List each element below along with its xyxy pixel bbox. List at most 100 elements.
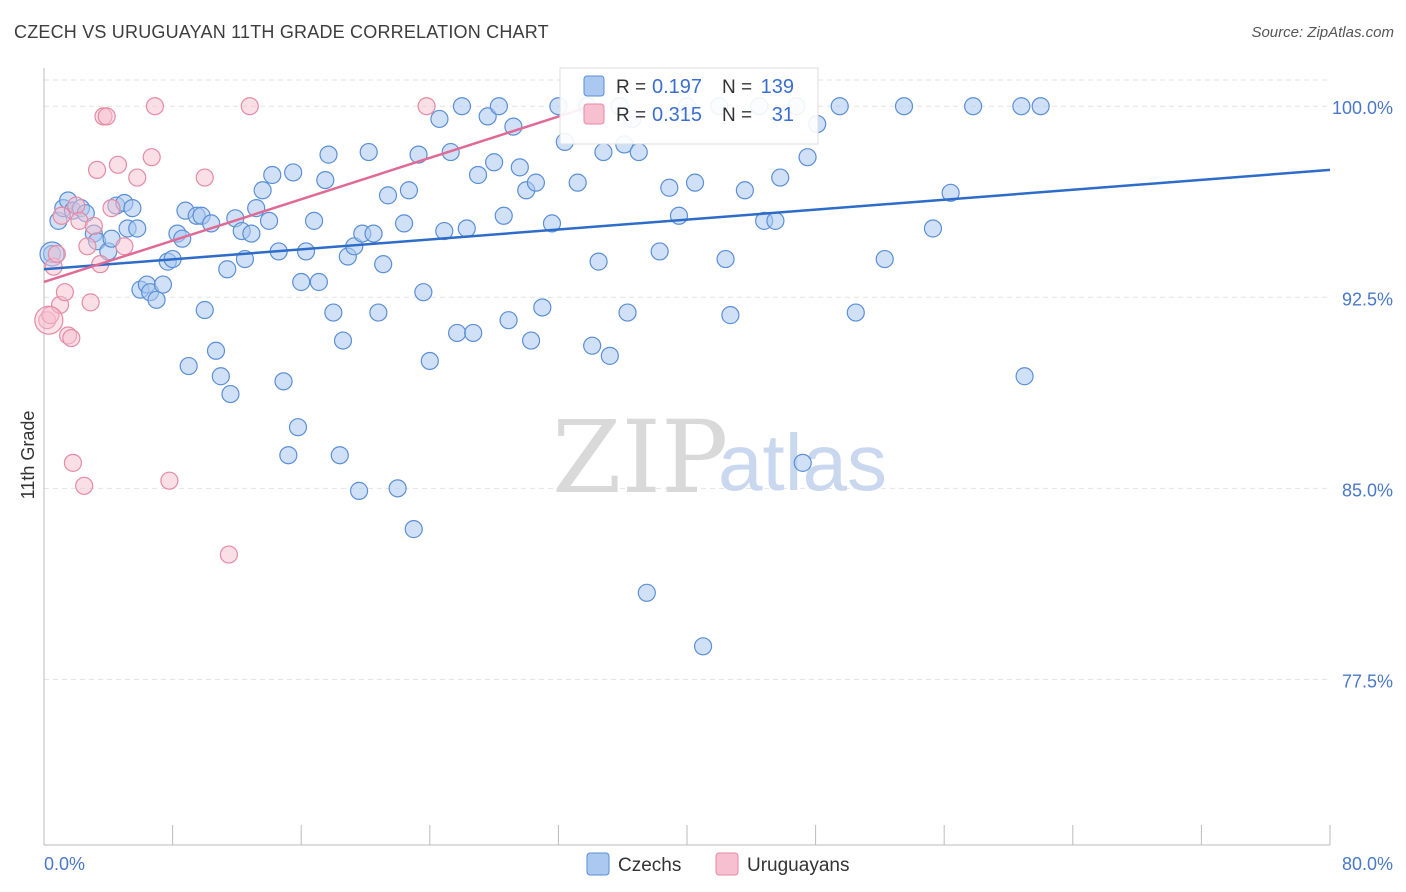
czech-point [430, 109, 449, 129]
czech-point [394, 214, 414, 233]
czech-point [830, 97, 849, 116]
czech-point [388, 479, 407, 498]
uruguayan-points [34, 97, 436, 564]
czech-point [378, 186, 398, 205]
czech-point [1031, 97, 1050, 116]
czech-point [349, 481, 369, 500]
uruguayan-point [145, 97, 165, 116]
uruguayan-point [240, 97, 259, 116]
czech-point [259, 211, 279, 230]
stats-legend-swatch-1 [583, 103, 605, 125]
czech-point [526, 173, 545, 192]
czech-point [284, 163, 303, 182]
y-tick-labels: 77.5% 85.0% 92.5% 100.0% [1332, 98, 1393, 691]
czech-point [448, 323, 467, 343]
czech-point [846, 303, 865, 322]
czech-point [319, 145, 338, 164]
czech-point [123, 199, 142, 218]
czech-point [594, 142, 613, 162]
czech-point [521, 331, 541, 350]
czech-point [369, 303, 388, 322]
stats-legend-n-value-0: 139 [761, 76, 794, 98]
czech-point [242, 224, 261, 243]
czech-point [660, 178, 679, 197]
czech-point [211, 367, 230, 386]
czech-point [510, 158, 529, 177]
czech-point [330, 446, 349, 465]
y-tick-label-3: 100.0% [1332, 98, 1393, 118]
legend-swatch-czechs [586, 852, 610, 876]
legend-label-uruguayans: Uruguayans [747, 855, 849, 876]
watermark: ZIP atlas [552, 399, 887, 516]
y-tick-label-1: 85.0% [1342, 480, 1393, 500]
czech-point [583, 336, 602, 355]
trend-lines [43, 105, 1331, 284]
uruguayan-point [47, 244, 66, 264]
czech-point [221, 384, 240, 404]
uruguayan-point [55, 283, 74, 302]
czech-point [793, 453, 812, 472]
czech-point [533, 298, 552, 317]
y-axis-title: 11th Grade [18, 411, 38, 500]
x-tick-label-0: 0.0% [44, 854, 85, 874]
czech-point [685, 173, 705, 192]
czech-point [414, 283, 433, 302]
y-tick-label-0: 77.5% [1342, 671, 1393, 691]
czech-point [374, 255, 393, 274]
czech-point [485, 153, 504, 172]
legend-swatch-uruguayans [715, 852, 739, 876]
czech-point [618, 303, 637, 322]
czech-point [478, 107, 497, 126]
czech-point [1012, 97, 1031, 116]
czech-point [923, 219, 943, 238]
czech-point [292, 272, 311, 292]
czech-point [279, 446, 298, 465]
uruguayan-point [87, 160, 107, 180]
czech-point [404, 520, 423, 539]
watermark-zip: ZIP [552, 399, 728, 516]
czech-point [324, 303, 343, 322]
stats-legend-r-value-1: 0.315 [652, 104, 702, 126]
czech-point [309, 272, 328, 292]
uruguayan-point [195, 168, 214, 187]
uruguayan-point [128, 168, 147, 187]
uruguayan-point [62, 328, 81, 348]
czech-point [364, 224, 383, 243]
czech-point [875, 249, 894, 269]
czech-point [637, 583, 656, 602]
czech-point [296, 242, 316, 261]
czech-point [153, 275, 173, 294]
czech-point [721, 306, 740, 325]
czech-point [195, 300, 214, 320]
czech-point [304, 211, 324, 230]
axes [43, 68, 1331, 846]
czech-point [600, 346, 619, 365]
uruguayan-trend-line [43, 105, 591, 284]
czech-point [1015, 367, 1034, 386]
czech-point [316, 170, 335, 190]
czech-point [457, 219, 476, 238]
czech-point [542, 214, 562, 233]
gridlines [44, 79, 1330, 680]
uruguayan-point [142, 148, 161, 167]
czech-point [147, 290, 166, 309]
czech-point [206, 341, 226, 360]
czech-point [568, 173, 587, 192]
czech-point [464, 323, 483, 343]
uruguayan-point [67, 196, 86, 215]
czech-points [39, 97, 1050, 656]
uruguayan-point [115, 237, 134, 256]
czech-point [468, 165, 488, 185]
czech-point [253, 181, 272, 200]
uruguayan-point [108, 155, 128, 174]
czech-point [333, 331, 353, 350]
stats-legend-r-label-1: R = [616, 105, 646, 126]
czech-point [693, 637, 713, 656]
czech-point [399, 181, 419, 200]
source-label: Source: ZipAtlas.com [1251, 24, 1394, 41]
y-tick-label-2: 92.5% [1342, 289, 1393, 309]
czech-point [489, 97, 509, 116]
chart-title: CZECH VS URUGUAYAN 11TH GRADE CORRELATIO… [14, 22, 549, 42]
stats-legend: R = 0.197 N = 139 R = 0.315 N = 31 [559, 67, 819, 145]
